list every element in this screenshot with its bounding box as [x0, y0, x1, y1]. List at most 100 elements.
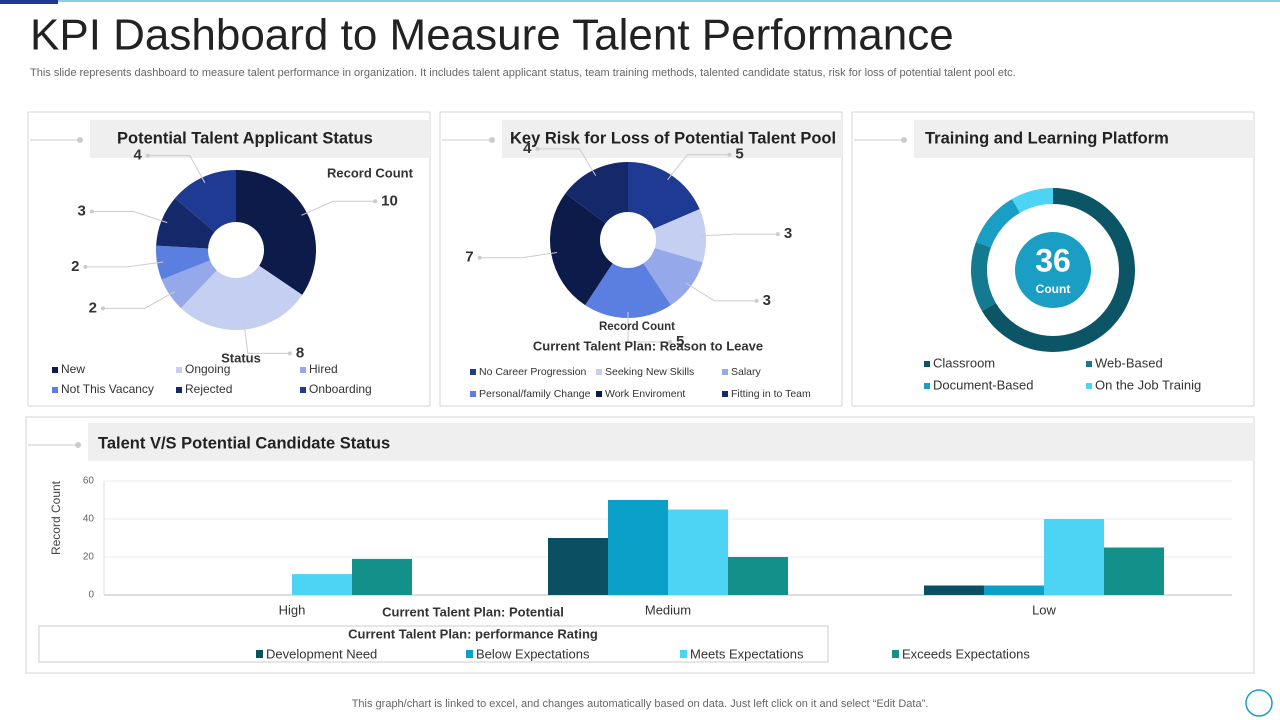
leader-line [667, 154, 730, 181]
legend-title: Current Talent Plan: performance Rating [348, 626, 598, 641]
y-tick-label: 60 [83, 476, 95, 487]
panel-header [90, 120, 430, 158]
leader-dot [754, 298, 759, 303]
leader-line [243, 323, 290, 354]
value-title: Record Count [599, 321, 675, 333]
legend-swatch [1086, 361, 1092, 367]
x-tick-label: Low [1032, 602, 1056, 617]
panel-header [502, 120, 842, 158]
page-title: KPI Dashboard to Measure Talent Performa… [30, 11, 954, 60]
leader-line [537, 148, 597, 176]
slice [236, 170, 316, 295]
center-label: Count [1036, 282, 1071, 296]
slice [653, 209, 707, 263]
legend-swatch [924, 361, 930, 367]
bar [1044, 519, 1104, 595]
data-label: 4 [523, 140, 532, 157]
panel-header [914, 120, 1254, 158]
slice [550, 193, 613, 306]
legend-swatch [52, 387, 58, 393]
panel [27, 111, 431, 407]
leader-dot [100, 306, 105, 311]
slice [585, 263, 671, 318]
y-tick-label: 40 [83, 514, 95, 525]
leader-line [479, 252, 558, 259]
leader-dot [668, 340, 672, 344]
legend-label: Seeking New Skills [605, 366, 694, 378]
legend-label: New [61, 362, 85, 376]
leader-dot [83, 264, 88, 269]
data-label: 5 [735, 146, 743, 163]
leader-dot [535, 146, 540, 151]
x-tick-label: High [279, 602, 306, 617]
slice [1012, 188, 1053, 213]
slice [175, 170, 236, 232]
category-title: Status [221, 350, 261, 365]
bar [352, 558, 412, 595]
legend-label: No Career Progression [479, 366, 587, 378]
legend-label: Meets Expectations [690, 646, 804, 661]
panel-title: Talent V/S Potential Candidate Status [98, 434, 390, 452]
footer-note: This graph/chart is linked to excel, and… [352, 698, 929, 710]
legend-label: Classroom [933, 355, 995, 370]
panel-title: Key Risk for Loss of Potential Talent Po… [510, 129, 836, 147]
accent-bar [0, 0, 58, 4]
center-value: 36 [1035, 242, 1071, 278]
leader-dot [477, 255, 482, 260]
data-label: 4 [133, 147, 142, 164]
leader-dot [775, 232, 780, 237]
legend-label: Below Expectations [476, 646, 590, 661]
slice [180, 265, 303, 330]
legend-label: Fitting in to Team [731, 388, 811, 400]
legend-label: Exceeds Expectations [902, 646, 1030, 661]
legend-swatch [256, 650, 263, 658]
legend-label: Salary [731, 366, 762, 378]
legend-swatch [52, 367, 58, 373]
x-tick-label: Medium [645, 602, 691, 617]
leader-dot [727, 152, 732, 157]
leader-line [91, 211, 168, 224]
data-label: 8 [296, 344, 304, 361]
bar [728, 557, 788, 595]
panel-title: Training and Learning Platform [925, 129, 1169, 147]
slice [156, 198, 215, 249]
center-disc [1015, 232, 1091, 308]
legend-swatch [300, 367, 306, 373]
legend-swatch [470, 391, 476, 397]
leader-line [102, 291, 175, 309]
bar [1104, 547, 1164, 595]
legend-label: Rejected [185, 382, 232, 396]
data-label: 2 [89, 299, 97, 316]
data-label: 3 [784, 225, 792, 242]
legend-swatch [300, 387, 306, 393]
legend-swatch [176, 387, 182, 393]
decor [28, 137, 907, 448]
x-axis-title: Current Talent Plan: Potential [382, 604, 564, 619]
bar [292, 574, 352, 595]
category-title: Current Talent Plan: Reason to Leave [533, 338, 763, 353]
leader-dot [373, 199, 378, 204]
legend-label: Document-Based [933, 377, 1033, 392]
page-subtitle: This slide represents dashboard to measu… [30, 67, 1016, 79]
bar [548, 538, 608, 595]
nav-circle[interactable] [1245, 689, 1273, 717]
panel-title: Potential Talent Applicant Status [117, 129, 373, 147]
slice [628, 162, 700, 229]
legend-swatch [892, 650, 899, 658]
bar [924, 585, 984, 595]
legend-label: Web-Based [1095, 355, 1163, 370]
data-label: 7 [465, 249, 473, 266]
legend-swatch [596, 369, 602, 375]
bar [608, 500, 668, 595]
legend-label: Personal/family Change [479, 388, 591, 400]
legend-label: Not This Vacancy [61, 382, 154, 396]
legend-swatch [176, 367, 182, 373]
y-tick-label: 20 [83, 552, 95, 563]
value-title: Record Count [327, 165, 414, 180]
slice [971, 241, 996, 311]
leader-line [685, 282, 757, 302]
leader-line [147, 155, 206, 184]
y-tick-label: 0 [88, 590, 94, 601]
data-label: 3 [763, 292, 771, 309]
